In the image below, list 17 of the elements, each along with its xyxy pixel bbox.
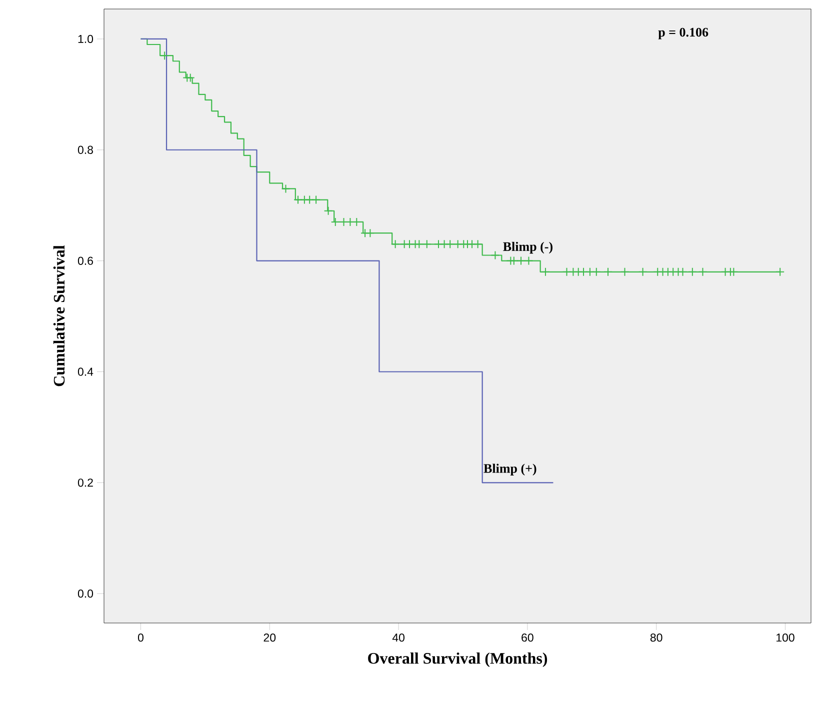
series-label: Blimp (-) — [503, 242, 552, 254]
x-tick-label: 100 — [776, 634, 794, 642]
x-tick-label: 20 — [264, 634, 276, 642]
x-tick-label: 40 — [392, 634, 404, 642]
y-tick-label: 0.0 — [78, 590, 94, 598]
y-tick-label: 0.6 — [78, 256, 93, 265]
x-tick-label: 60 — [522, 634, 534, 642]
annotation: p = 0.106 — [658, 28, 708, 40]
y-tick-label: 0.4 — [78, 368, 94, 376]
y-tick-label: 0.8 — [78, 146, 93, 154]
x-tick-label: 80 — [650, 634, 662, 642]
x-tick-label: 0 — [138, 634, 144, 642]
x-axis-title: Overall Survival (Months) — [368, 652, 548, 668]
y-axis-title: Cumulative Survival — [53, 245, 65, 386]
y-tick-label: 0.2 — [78, 478, 93, 487]
y-tick-label: 1.0 — [78, 34, 94, 44]
series-label: Blimp (+) — [484, 464, 536, 476]
